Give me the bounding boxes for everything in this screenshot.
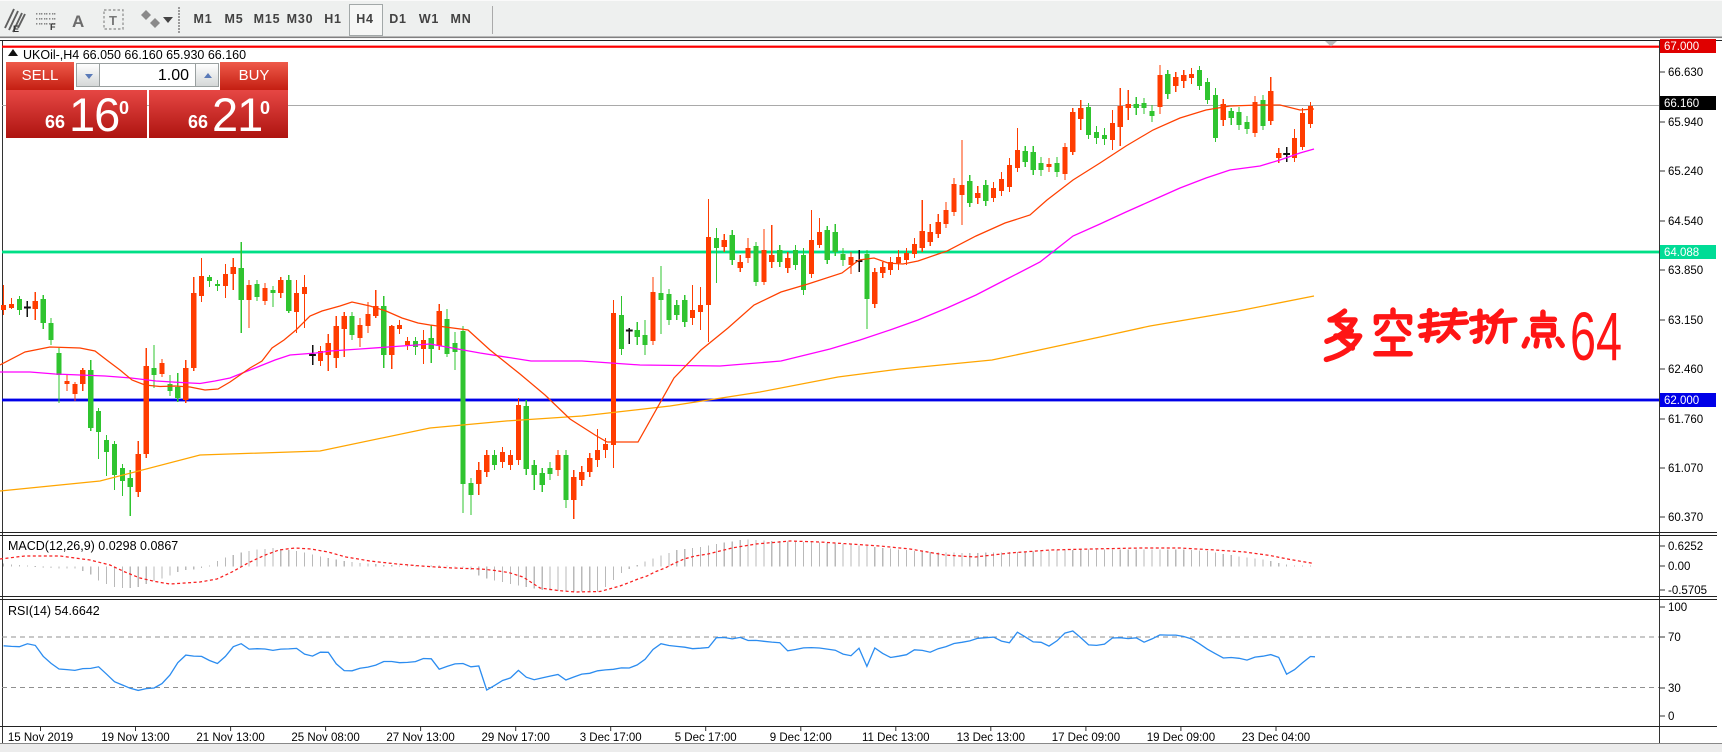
svg-text:62.000: 62.000: [1664, 395, 1699, 407]
svg-text:63.850: 63.850: [1668, 265, 1703, 277]
svg-text:19 Dec 09:00: 19 Dec 09:00: [1147, 732, 1215, 744]
svg-text:E: E: [13, 24, 19, 34]
svg-text:63.150: 63.150: [1668, 315, 1703, 327]
svg-text:T: T: [109, 13, 117, 28]
svg-text:61.760: 61.760: [1668, 414, 1703, 426]
svg-text:65.940: 65.940: [1668, 117, 1703, 129]
svg-text:19 Nov 13:00: 19 Nov 13:00: [101, 732, 169, 744]
svg-text:RSI(14) 54.6642: RSI(14) 54.6642: [8, 604, 100, 618]
svg-text:67.000: 67.000: [1664, 41, 1699, 53]
svg-text:3 Dec 17:00: 3 Dec 17:00: [580, 732, 642, 744]
svg-text:UKOil-,H4 66.050 66.160 65.93: UKOil-,H4 66.050 66.160 65.930 66.160: [23, 48, 246, 62]
svg-text:30: 30: [1668, 683, 1681, 695]
svg-text:100: 100: [1668, 602, 1687, 614]
svg-text:66.160: 66.160: [1664, 98, 1699, 110]
svg-text:66.630: 66.630: [1668, 67, 1703, 79]
svg-text:11 Dec 13:00: 11 Dec 13:00: [862, 732, 930, 744]
svg-text:-0.5705: -0.5705: [1668, 585, 1707, 597]
svg-text:29 Nov 17:00: 29 Nov 17:00: [481, 732, 549, 744]
svg-text:MACD(12,26,9) 0.0298 0.0867: MACD(12,26,9) 0.0298 0.0867: [8, 539, 178, 553]
svg-text:0: 0: [1668, 711, 1674, 723]
svg-text:64.540: 64.540: [1668, 216, 1703, 228]
svg-text:60.370: 60.370: [1668, 512, 1703, 524]
svg-text:70: 70: [1668, 632, 1681, 644]
svg-text:64: 64: [1570, 298, 1622, 375]
svg-text:0.00: 0.00: [1668, 561, 1690, 573]
svg-text:5 Dec 17:00: 5 Dec 17:00: [675, 732, 737, 744]
svg-text:62.460: 62.460: [1668, 364, 1703, 376]
svg-text:27 Nov 13:00: 27 Nov 13:00: [386, 732, 454, 744]
svg-text:15 Nov 2019: 15 Nov 2019: [8, 732, 73, 744]
svg-text:9 Dec 12:00: 9 Dec 12:00: [770, 732, 832, 744]
svg-text:A: A: [72, 12, 84, 31]
svg-text:65.240: 65.240: [1668, 166, 1703, 178]
svg-text:23 Dec 04:00: 23 Dec 04:00: [1242, 732, 1310, 744]
svg-text:21 Nov 13:00: 21 Nov 13:00: [196, 732, 264, 744]
svg-text:0.6252: 0.6252: [1668, 541, 1703, 553]
svg-text:13 Dec 13:00: 13 Dec 13:00: [957, 732, 1025, 744]
svg-text:F: F: [50, 22, 56, 32]
svg-text:17 Dec 09:00: 17 Dec 09:00: [1052, 732, 1120, 744]
svg-text:61.070: 61.070: [1668, 463, 1703, 475]
svg-text:64.088: 64.088: [1664, 247, 1699, 259]
svg-text:25 Nov 08:00: 25 Nov 08:00: [291, 732, 359, 744]
